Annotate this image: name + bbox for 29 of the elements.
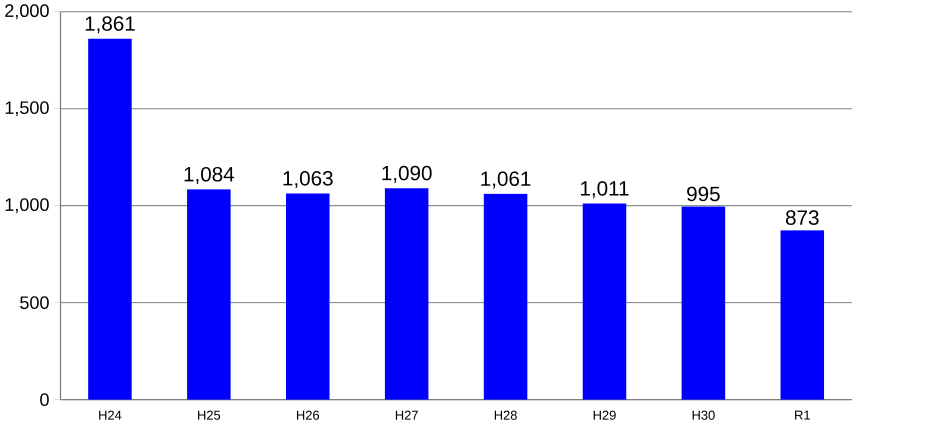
data-label: 1,061 [481,171,530,188]
x-tick-label: R1 [795,410,810,420]
bar [187,189,231,400]
data-label: 995 [687,186,720,202]
data-label: 1,084 [184,166,234,184]
bar [384,188,428,400]
data-label: 1,090 [382,166,432,183]
x-tick-label: H27 [396,410,418,420]
x-tick-label: H26 [296,410,320,420]
bar [88,38,132,400]
x-tick-label: H30 [692,410,715,420]
x-tick-label: H29 [594,410,616,420]
bar [484,194,528,400]
bar [286,193,330,400]
y-tick-label: 1,000 [6,198,49,214]
x-tick-label: H24 [99,410,122,420]
x-tick-label: H25 [198,410,220,420]
data-label: 873 [786,210,819,225]
y-tick-label: 0 [40,393,49,406]
x-tick-label: H28 [494,410,517,420]
bar [780,230,824,400]
y-tick-label: 500 [20,296,49,309]
data-label: 1,063 [284,170,333,188]
bar [582,203,626,400]
y-tick-label: 2,000 [5,4,49,20]
data-label: 1,011 [581,181,629,198]
y-tick-label: 1,500 [6,101,49,116]
data-label: 1,861 [86,16,135,34]
bar [682,206,726,400]
